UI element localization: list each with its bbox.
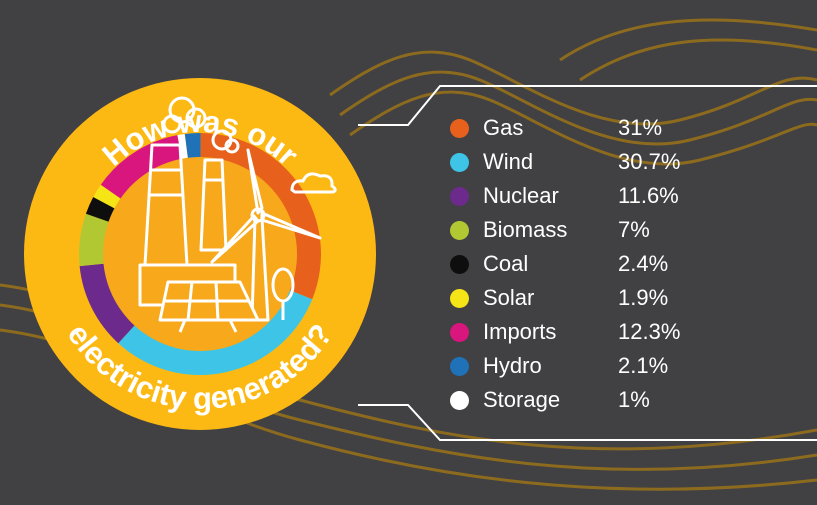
connector-bracket bbox=[358, 85, 817, 441]
legend-swatch bbox=[450, 254, 469, 274]
legend-label: Biomass bbox=[483, 217, 568, 242]
legend-swatch bbox=[450, 186, 469, 206]
legend-value: 7% bbox=[618, 217, 650, 242]
legend-item-coal: Coal 2.4% bbox=[450, 247, 710, 281]
inner-disc bbox=[103, 157, 297, 351]
legend-swatch bbox=[450, 390, 469, 410]
legend-swatch bbox=[450, 322, 469, 342]
legend-value: 2.1% bbox=[618, 353, 669, 378]
donut-slice-nuclear bbox=[79, 263, 136, 344]
legend-swatch bbox=[450, 356, 469, 376]
legend-item-storage: Storage 1% bbox=[450, 383, 710, 417]
donut-slice-biomass bbox=[79, 213, 110, 267]
legend-swatch bbox=[450, 220, 469, 240]
legend-value: 2.4% bbox=[618, 251, 669, 276]
legend-label: Storage bbox=[483, 387, 561, 412]
legend-value: 11.6% bbox=[618, 183, 679, 208]
legend-item-solar: Solar 1.9% bbox=[450, 281, 710, 315]
donut-chart bbox=[79, 133, 321, 375]
donut-slice-coal bbox=[85, 197, 116, 223]
legend-item-biomass: Biomass 7% bbox=[450, 213, 710, 247]
donut-slice-hydro bbox=[184, 133, 201, 159]
legend-label: Gas bbox=[483, 115, 524, 140]
legend-swatch bbox=[450, 152, 469, 172]
legend-label: Wind bbox=[483, 149, 534, 174]
legend-swatch bbox=[450, 118, 469, 138]
legend-label: Solar bbox=[483, 285, 535, 310]
legend-value: 12.3% bbox=[618, 319, 681, 344]
legend-value: 31% bbox=[618, 115, 663, 140]
cloud-icon bbox=[290, 172, 337, 194]
legend-label: Hydro bbox=[483, 353, 542, 378]
legend-label: Coal bbox=[483, 251, 529, 276]
legend-item-wind: Wind 30.7% bbox=[450, 145, 710, 179]
wind-turbine-icon bbox=[210, 148, 322, 322]
legend-item-gas: Gas 31% bbox=[450, 111, 710, 145]
legend: Gas 31% Wind 30.7% Nuclear 11.6% Biomass 7% Coal… bbox=[450, 111, 710, 417]
legend-value: 30.7% bbox=[618, 149, 681, 174]
legend-label: Nuclear bbox=[483, 183, 559, 208]
solar-panel-icon bbox=[158, 280, 260, 333]
legend-item-nuclear: Nuclear 11.6% bbox=[450, 179, 710, 213]
legend-label: Imports bbox=[483, 319, 557, 344]
tree-icon bbox=[271, 267, 295, 320]
donut-slice-gas bbox=[200, 133, 321, 300]
donut-slice-imports bbox=[100, 135, 183, 200]
legend-value: 1% bbox=[618, 387, 650, 412]
donut-slice-wind bbox=[118, 289, 313, 375]
legend-item-hydro: Hydro 2.1% bbox=[450, 349, 710, 383]
donut-slice-storage bbox=[177, 133, 188, 160]
legend-value: 1.9% bbox=[618, 285, 669, 310]
donut-slice-solar bbox=[93, 184, 122, 209]
legend-item-imports: Imports 12.3% bbox=[450, 315, 710, 349]
legend-swatch bbox=[450, 288, 469, 308]
